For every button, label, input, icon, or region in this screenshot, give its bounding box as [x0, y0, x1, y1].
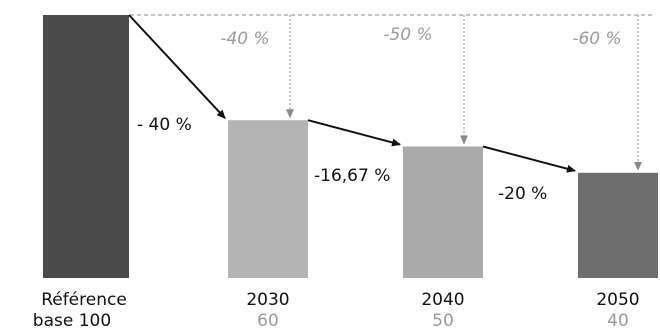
step-label-1: - 40 % [137, 115, 192, 135]
category-label-reference: Référence [41, 290, 127, 310]
category-label-2030: 2030 [246, 290, 289, 310]
step-label-2: -16,67 % [314, 166, 390, 186]
baseline-label-2040: -50 % [383, 25, 432, 45]
bar-2040 [403, 146, 483, 278]
baseline-label-2030: -40 % [220, 29, 269, 49]
sublabel-2050: 40 [607, 311, 629, 329]
bar-2050 [578, 172, 658, 278]
baseline-label-2050: -60 % [572, 29, 621, 49]
category-label-2050: 2050 [596, 290, 639, 310]
sublabel-reference: base 100 [33, 311, 111, 329]
step-arrow-1 [128, 14, 226, 119]
bar-reference [43, 15, 129, 278]
category-label-2040: 2040 [421, 290, 464, 310]
step-arrow-3 [482, 145, 576, 173]
sublabel-2030: 60 [257, 311, 279, 329]
sublabel-2040: 50 [432, 311, 454, 329]
step-label-3: -20 % [498, 184, 547, 204]
bar-2030 [228, 120, 308, 278]
step-arrow-2 [307, 119, 401, 147]
